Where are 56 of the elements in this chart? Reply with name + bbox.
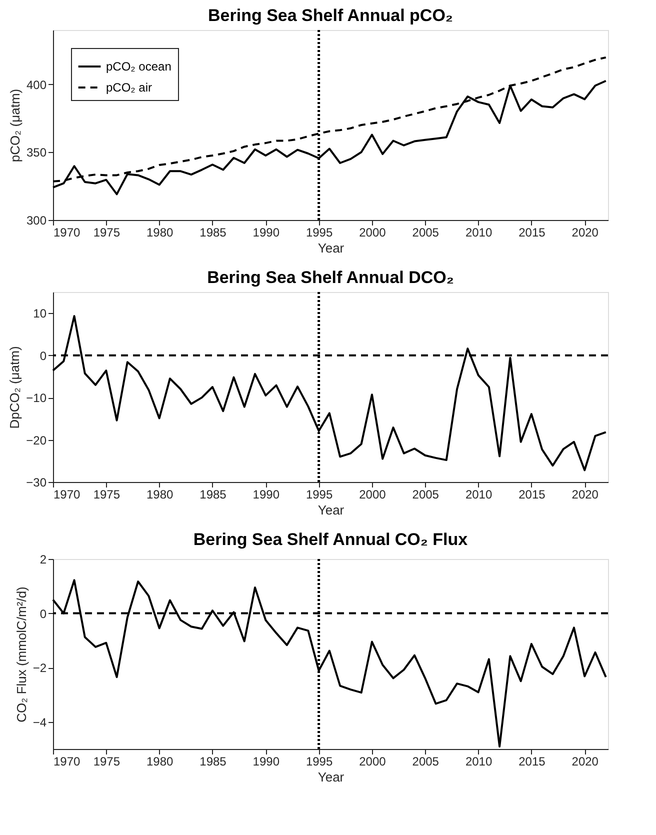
x-tick-label: 1970 bbox=[54, 226, 81, 240]
x-tick-label: 2000 bbox=[359, 488, 386, 502]
x-tick-label: 2005 bbox=[412, 488, 440, 502]
x-tick-label: 1975 bbox=[93, 226, 120, 240]
x-tick-label: 2020 bbox=[572, 754, 599, 768]
y-tick-label: 10 bbox=[33, 306, 47, 321]
x-tick-label: 1980 bbox=[146, 754, 174, 768]
x-axis-title: Year bbox=[318, 502, 345, 518]
y-tick-label: 400 bbox=[26, 78, 47, 92]
x-tick-label: 2005 bbox=[412, 754, 440, 768]
x-tick-label: 1970 bbox=[54, 488, 81, 502]
x-tick-label: 1975 bbox=[93, 754, 120, 768]
x-tick-label: 1990 bbox=[252, 226, 280, 240]
x-tick-label: 2015 bbox=[518, 488, 546, 502]
x-tick-label: 1995 bbox=[306, 488, 333, 502]
chart-title: Bering Sea Shelf Annual pCO₂ bbox=[208, 6, 453, 25]
x-axis-title: Year bbox=[318, 770, 345, 784]
y-tick-label: 350 bbox=[26, 146, 47, 160]
x-tick-label: 2000 bbox=[359, 226, 386, 240]
x-tick-label: 2010 bbox=[465, 488, 492, 502]
y-tick-label: 2 bbox=[40, 552, 47, 566]
x-tick-label: 2015 bbox=[518, 226, 546, 240]
x-tick-label: 1985 bbox=[200, 754, 227, 768]
x-tick-label: 1980 bbox=[146, 226, 174, 240]
x-tick-label: 2000 bbox=[359, 754, 386, 768]
y-tick-label: 300 bbox=[26, 214, 47, 228]
x-axis-title: Year bbox=[318, 240, 345, 256]
x-tick-label: 2020 bbox=[572, 488, 599, 502]
x-tick-label: 1975 bbox=[93, 488, 120, 502]
x-tick-label: 1970 bbox=[54, 754, 81, 768]
x-tick-label: 2010 bbox=[465, 226, 492, 240]
chart-title: Bering Sea Shelf Annual DCO₂ bbox=[207, 268, 454, 287]
x-tick-label: 2020 bbox=[572, 226, 599, 240]
y-tick-label: 0 bbox=[40, 606, 47, 621]
y-axis-title: pCO₂ (μatm) bbox=[7, 88, 22, 162]
x-tick-label: 1990 bbox=[252, 488, 280, 502]
y-tick-label: −10 bbox=[26, 391, 47, 406]
chart-title: Bering Sea Shelf Annual CO₂ Flux bbox=[193, 530, 468, 549]
x-tick-label: 2005 bbox=[412, 226, 440, 240]
y-axis-title: CO₂ Flux (mmolC/m²/d) bbox=[14, 586, 29, 722]
y-tick-label: −4 bbox=[32, 715, 47, 730]
x-tick-label: 1980 bbox=[146, 488, 174, 502]
x-tick-label: 1990 bbox=[252, 754, 280, 768]
x-tick-label: 1985 bbox=[200, 226, 227, 240]
x-tick-label: 2010 bbox=[465, 754, 492, 768]
x-tick-label: 1995 bbox=[306, 754, 333, 768]
x-tick-label: 1995 bbox=[306, 226, 333, 240]
x-tick-label: 2015 bbox=[518, 754, 546, 768]
y-tick-label: −20 bbox=[26, 433, 47, 448]
legend-label: pCO₂ air bbox=[106, 80, 152, 94]
y-tick-label: 0 bbox=[40, 348, 47, 363]
x-tick-label: 1985 bbox=[200, 488, 227, 502]
legend-label: pCO₂ ocean bbox=[106, 60, 172, 74]
y-tick-label: −2 bbox=[32, 661, 47, 676]
y-tick-label: −30 bbox=[26, 476, 47, 490]
y-axis-title: DpCO₂ (μatm) bbox=[7, 346, 22, 429]
